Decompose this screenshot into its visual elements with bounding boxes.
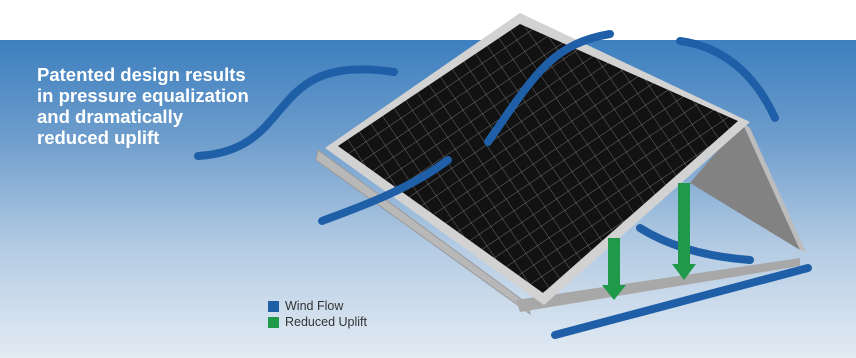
legend-label-wind-flow: Wind Flow [285, 299, 344, 313]
legend-item-wind-flow: Wind Flow [268, 298, 367, 314]
headline-text: Patented design results in pressure equa… [37, 64, 307, 148]
wind-arrow-right [676, 37, 779, 122]
wind-arrow-lower-left [318, 156, 452, 225]
legend-swatch-wind-flow [268, 300, 279, 312]
legend-item-reduced-uplift: Reduced Uplift [268, 314, 367, 330]
uplift-arrow-left [602, 238, 626, 300]
legend: Wind Flow Reduced Uplift [268, 298, 367, 330]
mount-base-foot [516, 258, 800, 312]
wind-arrow-top [484, 30, 614, 146]
wind-arrow-left [194, 65, 398, 160]
solar-panel-cells [338, 24, 738, 293]
wind-arrow-under-panel [636, 224, 754, 264]
rear-support-edge [742, 122, 806, 252]
headline-line: reduced uplift [37, 127, 160, 148]
uplift-arrow-right [672, 183, 696, 280]
wind-arrow-ground [551, 264, 812, 339]
headline-line: in pressure equalization [37, 85, 249, 106]
headline-line: and dramatically [37, 106, 184, 127]
legend-label-reduced-uplift: Reduced Uplift [285, 315, 367, 329]
headline-line: Patented design results [37, 64, 246, 85]
mount-base [315, 149, 531, 316]
rear-support-triangle [690, 122, 800, 250]
legend-swatch-reduced-uplift [268, 316, 279, 328]
